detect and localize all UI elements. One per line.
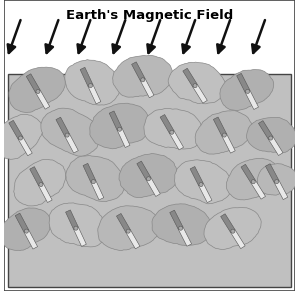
Polygon shape: [132, 62, 145, 81]
Circle shape: [274, 180, 279, 184]
Circle shape: [222, 133, 226, 137]
Polygon shape: [0, 114, 43, 159]
Polygon shape: [175, 160, 231, 204]
Polygon shape: [213, 117, 227, 136]
Circle shape: [179, 226, 183, 230]
Polygon shape: [199, 183, 212, 203]
Circle shape: [170, 130, 174, 134]
Polygon shape: [119, 153, 178, 198]
Polygon shape: [14, 159, 66, 206]
Polygon shape: [258, 121, 273, 139]
Polygon shape: [245, 90, 259, 109]
Polygon shape: [266, 164, 279, 183]
Polygon shape: [91, 180, 104, 200]
Polygon shape: [152, 204, 212, 246]
Polygon shape: [269, 137, 283, 155]
Polygon shape: [274, 180, 288, 200]
Circle shape: [65, 133, 69, 137]
Polygon shape: [126, 230, 140, 249]
Polygon shape: [222, 134, 235, 153]
Polygon shape: [237, 73, 250, 93]
Polygon shape: [226, 158, 280, 200]
Polygon shape: [26, 74, 40, 93]
Polygon shape: [83, 163, 96, 183]
Polygon shape: [220, 70, 274, 111]
Polygon shape: [88, 84, 101, 104]
Polygon shape: [24, 230, 38, 249]
Circle shape: [118, 127, 122, 131]
Polygon shape: [39, 183, 52, 203]
Polygon shape: [65, 134, 78, 153]
Circle shape: [36, 89, 40, 93]
Polygon shape: [66, 155, 126, 202]
Polygon shape: [195, 111, 253, 154]
Circle shape: [24, 229, 28, 233]
Polygon shape: [251, 180, 266, 199]
Polygon shape: [90, 103, 150, 149]
Polygon shape: [231, 230, 245, 249]
Polygon shape: [0, 208, 50, 251]
Polygon shape: [9, 120, 23, 139]
Polygon shape: [117, 128, 130, 148]
Circle shape: [231, 229, 235, 233]
Polygon shape: [113, 55, 173, 97]
Polygon shape: [146, 178, 160, 196]
Polygon shape: [30, 167, 43, 186]
Polygon shape: [141, 79, 154, 98]
Circle shape: [193, 84, 197, 88]
Circle shape: [19, 136, 22, 140]
Circle shape: [147, 177, 151, 181]
Polygon shape: [109, 111, 122, 130]
FancyBboxPatch shape: [8, 74, 291, 287]
Polygon shape: [74, 227, 86, 246]
Polygon shape: [18, 137, 32, 156]
Polygon shape: [15, 213, 29, 232]
Circle shape: [269, 136, 273, 140]
Polygon shape: [183, 68, 197, 87]
Polygon shape: [247, 117, 297, 153]
Polygon shape: [204, 207, 261, 249]
Text: Earth's Magnetic Field: Earth's Magnetic Field: [66, 9, 233, 22]
Polygon shape: [36, 90, 50, 109]
Polygon shape: [241, 164, 255, 183]
Polygon shape: [65, 210, 78, 229]
Polygon shape: [221, 214, 235, 233]
Polygon shape: [9, 67, 65, 113]
Circle shape: [74, 226, 78, 230]
Polygon shape: [137, 161, 151, 180]
Circle shape: [141, 78, 145, 82]
Circle shape: [39, 182, 43, 187]
Polygon shape: [168, 62, 226, 104]
Circle shape: [245, 89, 250, 93]
Polygon shape: [178, 227, 192, 246]
Polygon shape: [80, 67, 93, 87]
Polygon shape: [49, 203, 106, 247]
Circle shape: [251, 180, 255, 184]
FancyBboxPatch shape: [4, 0, 295, 291]
Polygon shape: [41, 108, 99, 156]
Polygon shape: [193, 84, 207, 103]
Polygon shape: [190, 166, 203, 186]
Polygon shape: [170, 210, 183, 229]
Circle shape: [91, 180, 95, 184]
Polygon shape: [98, 206, 160, 251]
Polygon shape: [116, 214, 130, 233]
Polygon shape: [56, 117, 69, 136]
Circle shape: [126, 229, 130, 233]
Circle shape: [199, 182, 203, 187]
Circle shape: [89, 84, 92, 88]
Polygon shape: [160, 115, 174, 134]
Polygon shape: [257, 164, 297, 195]
Polygon shape: [144, 109, 203, 149]
Polygon shape: [170, 131, 184, 150]
Polygon shape: [65, 60, 120, 105]
